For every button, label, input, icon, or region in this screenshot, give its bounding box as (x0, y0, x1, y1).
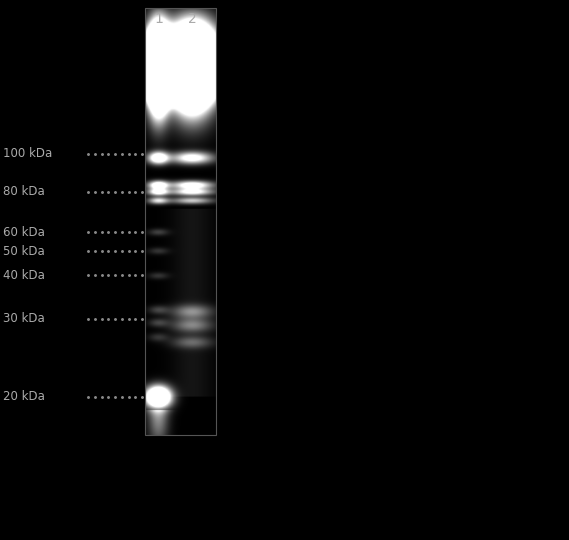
Text: 100 kDa: 100 kDa (3, 147, 52, 160)
Bar (145, 8, 216, 435)
Text: 40 kDa: 40 kDa (3, 269, 45, 282)
Text: 30 kDa: 30 kDa (3, 312, 44, 325)
Text: 50 kDa: 50 kDa (3, 245, 44, 258)
Text: 2: 2 (188, 12, 197, 26)
Text: 1: 1 (155, 12, 164, 26)
Text: 20 kDa: 20 kDa (3, 390, 45, 403)
Text: 60 kDa: 60 kDa (3, 226, 45, 239)
Text: 80 kDa: 80 kDa (3, 185, 44, 198)
